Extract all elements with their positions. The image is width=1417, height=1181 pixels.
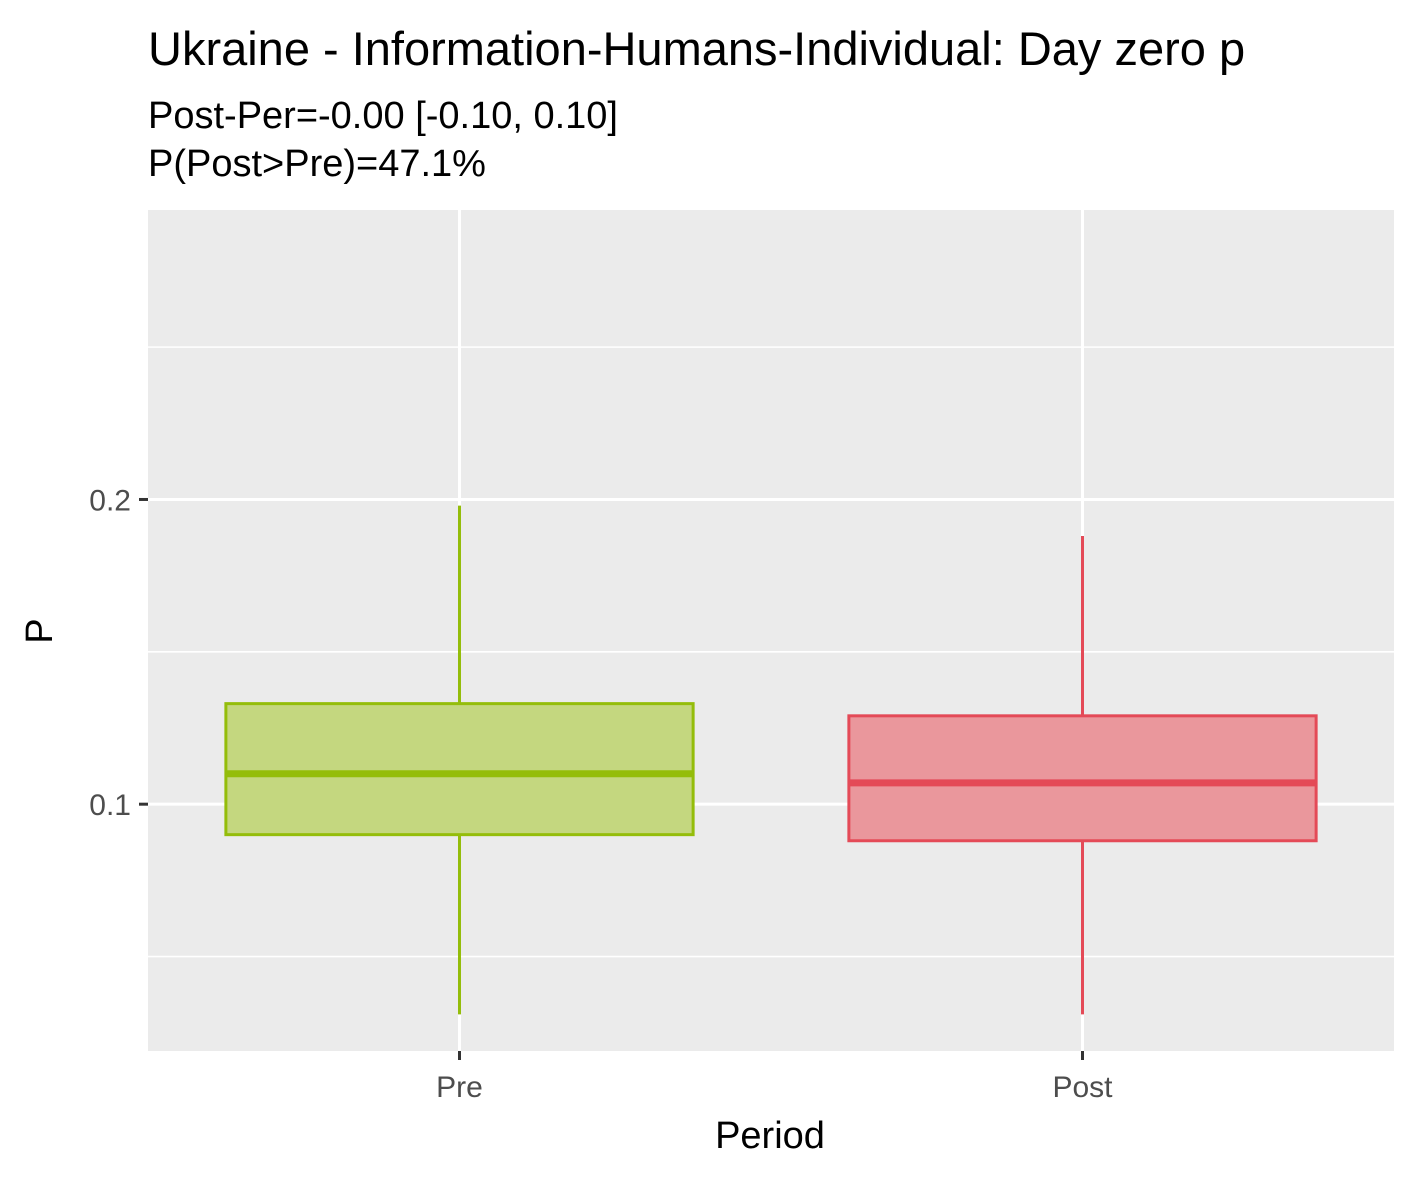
box-post <box>847 536 1318 1015</box>
x-tick-label: Post <box>1052 1071 1113 1104</box>
interquartile-box <box>847 714 1318 843</box>
y-tick-label: 0.1 <box>89 789 131 822</box>
x-axis-title: Period <box>715 1115 825 1157</box>
box-pre <box>224 505 695 1015</box>
y-tick-label: 0.2 <box>89 484 131 517</box>
y-axis-title: P <box>19 618 61 643</box>
chart-title: Ukraine - Information-Humans-Individual:… <box>148 22 1245 75</box>
plot-panel <box>148 210 1394 1051</box>
interquartile-box <box>224 702 695 837</box>
x-tick-label: Pre <box>436 1071 483 1104</box>
chart-subtitle-interval: Post-Per=-0.00 [-0.10, 0.10] <box>148 95 618 137</box>
chart-subtitle-probability: P(Post>Pre)=47.1% <box>148 143 486 185</box>
